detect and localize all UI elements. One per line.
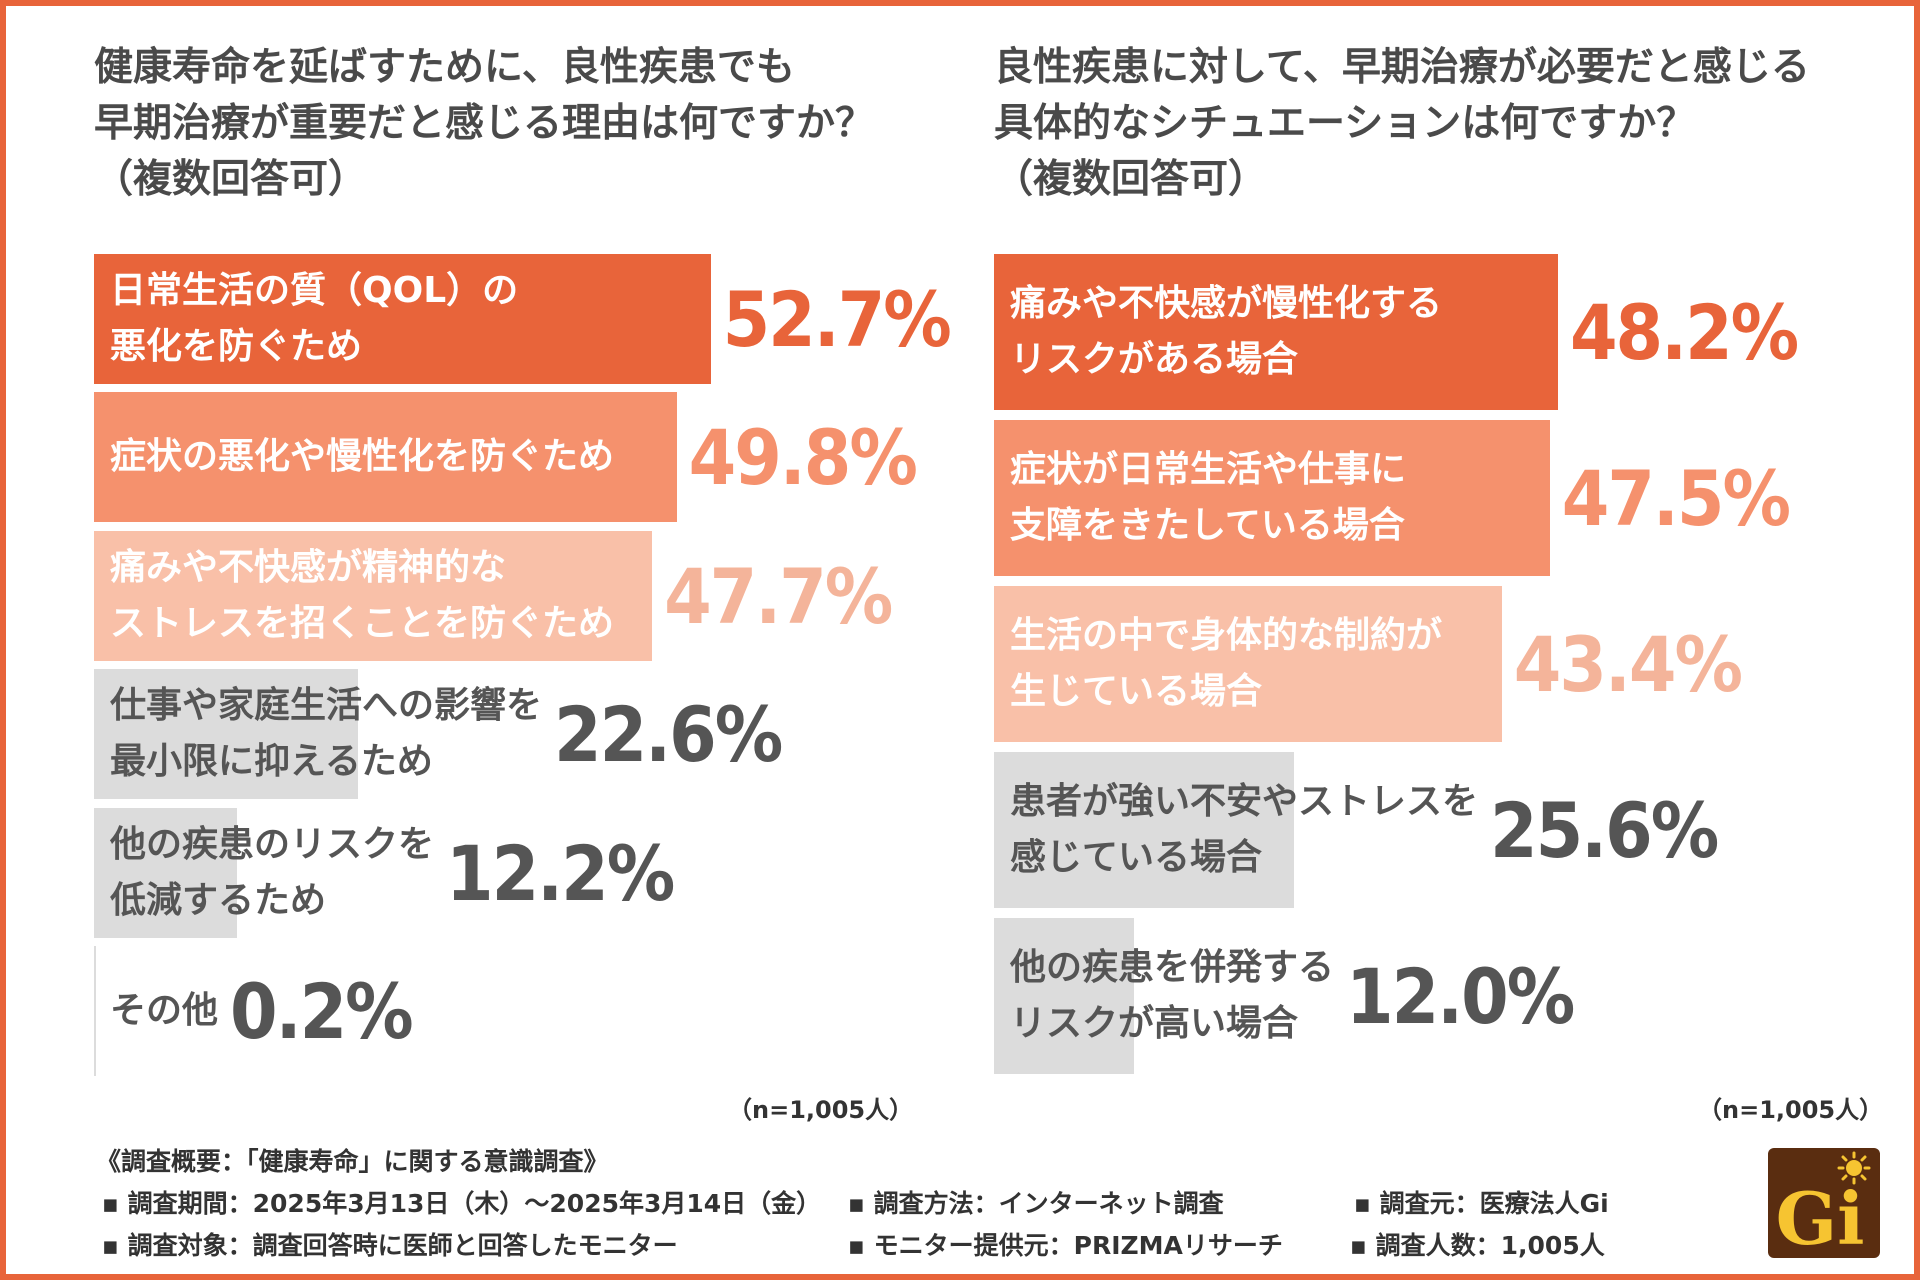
bar-value-label: 22.6%: [554, 689, 783, 779]
bar-label-line: 患者が強い不安やストレスを: [1010, 781, 1479, 822]
survey-overview-title: 《調査概要：「健康寿命」に関する意識調査》: [96, 1147, 609, 1176]
bar-label-line: 低減するため: [110, 880, 327, 921]
bar: [94, 669, 359, 799]
bar-label-line: その他: [110, 990, 219, 1031]
left-title-line: 早期治療が重要だと感じる理由は何ですか？: [94, 101, 875, 146]
left-chart-title: 健康寿命を延ばすために、良性疾患でも 早期治療が重要だと感じる理由は何ですか？ …: [94, 40, 974, 208]
right-title-line: （複数回答可）: [994, 157, 1268, 202]
bar-value-label: 12.2%: [446, 828, 675, 918]
bar-label-line: リスクが高い場合: [1010, 1003, 1299, 1044]
bar-row: 症状の悪化や慢性化を防ぐため 49.8%: [94, 392, 974, 522]
bar-label: 仕事や家庭生活への影響を 最小限に抑えるため: [110, 669, 542, 799]
bar-row: 日常生活の質（QOL）の 悪化を防ぐため 52.7%: [94, 254, 974, 384]
bar-row: 他の疾患を併発する リスクが高い場合 12.0%: [994, 918, 1874, 1074]
bar-label-line: 症状の悪化や慢性化を防ぐため: [110, 436, 615, 477]
sun-icon: [1837, 1151, 1871, 1185]
bar-label-line: 他の疾患を併発する: [1010, 947, 1335, 988]
survey-period: ▪ 調査期間：2025年3月13日（木）～2025年3月14日（金）: [102, 1189, 822, 1218]
bar: [94, 531, 653, 661]
bar-row: 痛みや不快感が慢性化する リスクがある場合 48.2%: [994, 254, 1874, 410]
bar-label-line: 痛みや不快感が精神的な: [110, 547, 507, 588]
bar-row: 仕事や家庭生活への影響を 最小限に抑えるため 22.6%: [94, 669, 974, 799]
survey-source: ▪ 調査元：医療法人Gi: [1354, 1189, 1609, 1218]
bar-row: 患者が強い不安やストレスを 感じている場合 25.6%: [994, 752, 1874, 908]
bar: [994, 254, 1558, 410]
left-sample-size: （n=1,005人）: [728, 1096, 914, 1124]
bar-label-line: リスクがある場合: [1010, 339, 1299, 380]
bar-row: 生活の中で身体的な制約が 生じている場合 43.4%: [994, 586, 1874, 742]
bar-label-line: 仕事や家庭生活への影響を: [110, 685, 543, 726]
bar-label-line: 最小限に抑えるため: [110, 741, 433, 782]
left-bar-chart: 日常生活の質（QOL）の 悪化を防ぐため 52.7% 症状の悪化や慢性化を防ぐため 49…: [94, 40, 974, 1076]
bar-label-line: 生じている場合: [1010, 671, 1263, 712]
bar-label: 症状の悪化や慢性化を防ぐため: [110, 392, 614, 522]
bar-label-line: 痛みや不快感が慢性化する: [1010, 283, 1443, 324]
survey-target: ▪ 調査対象：調査回答時に医師と回答したモニター: [102, 1231, 678, 1260]
bar: [994, 918, 1135, 1074]
bar: [94, 392, 677, 522]
right-sample-size: （n=1,005人）: [1698, 1096, 1884, 1124]
survey-method: ▪ 調査方法：インターネット調査: [848, 1189, 1224, 1218]
bar-label: 痛みや不快感が慢性化する リスクがある場合: [1010, 254, 1442, 410]
bar-label-line: 生活の中で身体的な制約が: [1010, 615, 1443, 656]
gi-logo: Gi: [1768, 1148, 1880, 1261]
left-chart-panel: 健康寿命を延ばすために、良性疾患でも 早期治療が重要だと感じる理由は何ですか？ …: [94, 40, 974, 1130]
bar: [994, 752, 1294, 908]
bar-row: その他 0.2%: [94, 946, 974, 1076]
bar-value-label: 12.0%: [1346, 951, 1575, 1041]
bar-row: 他の疾患のリスクを 低減するため 12.2%: [94, 808, 974, 938]
bar: [94, 254, 711, 384]
bar-value-label: 43.4%: [1513, 619, 1743, 709]
left-title-line: （複数回答可）: [94, 157, 368, 202]
bar-value-label: 47.7%: [664, 551, 893, 641]
bar-label: その他: [110, 946, 218, 1076]
bar-label-line: 症状が日常生活や仕事に: [1010, 449, 1407, 490]
bar-value-label: 52.7%: [722, 274, 952, 364]
bar: [994, 586, 1502, 742]
bar-label-line: 支障をきたしている場合: [1010, 505, 1405, 546]
right-chart-title: 良性疾患に対して、早期治療が必要だと感じる 具体的なシチュエーションは何ですか？…: [994, 40, 1874, 208]
survey-count: ▪ 調査人数：1,005人: [1350, 1231, 1605, 1260]
bar-value-label: 25.6%: [1490, 785, 1719, 875]
bar-label-line: 感じている場合: [1010, 837, 1263, 878]
right-title-line: 良性疾患に対して、早期治療が必要だと感じる: [994, 45, 1810, 90]
bar-label: 症状が日常生活や仕事に 支障をきたしている場合: [1010, 420, 1406, 576]
bar-row: 症状が日常生活や仕事に 支障をきたしている場合 47.5%: [994, 420, 1874, 576]
bar: [94, 808, 237, 938]
right-bar-chart: 痛みや不快感が慢性化する リスクがある場合 48.2% 症状が日常生活や仕事に 支障をき…: [994, 40, 1874, 1074]
bar: [94, 946, 97, 1076]
bar-value-label: 47.5%: [1561, 453, 1791, 543]
bar-label-line: 他の疾患のリスクを: [110, 824, 435, 865]
bar-label: 患者が強い不安やストレスを 感じている場合: [1010, 752, 1478, 908]
right-chart-panel: 良性疾患に対して、早期治療が必要だと感じる 具体的なシチュエーションは何ですか？…: [994, 40, 1884, 1130]
left-title-line: 健康寿命を延ばすために、良性疾患でも: [94, 45, 795, 90]
bar-value-label: 0.2%: [230, 966, 414, 1056]
bar: [994, 420, 1550, 576]
bar-row: 痛みや不快感が精神的なストレスを招くことを防ぐため 47.7%: [94, 531, 974, 661]
logo-mark: Gi: [1776, 1151, 1871, 1261]
bar-label-line: ストレスを招くことを防ぐため: [110, 603, 615, 644]
bar-label: 他の疾患を併発する リスクが高い場合: [1010, 918, 1334, 1074]
bar-label-line: 日常生活の質（QOL）の: [110, 270, 519, 311]
bar-label: 日常生活の質（QOL）の 悪化を防ぐため: [110, 254, 518, 384]
bar-value-label: 48.2%: [1569, 287, 1799, 377]
monitor-provider: ▪ モニター提供元：PRIZMAリサーチ: [848, 1231, 1283, 1260]
bar-label: 痛みや不快感が精神的なストレスを招くことを防ぐため: [110, 531, 614, 661]
right-title-line: 具体的なシチュエーションは何ですか？: [994, 101, 1696, 146]
bar-label: 他の疾患のリスクを 低減するため: [110, 808, 434, 938]
bar-value-label: 49.8%: [688, 412, 918, 502]
bar-label-line: 悪化を防ぐため: [110, 326, 363, 367]
bar-label: 生活の中で身体的な制約が 生じている場合: [1010, 586, 1442, 742]
logo-text: Gi: [1776, 1176, 1865, 1258]
